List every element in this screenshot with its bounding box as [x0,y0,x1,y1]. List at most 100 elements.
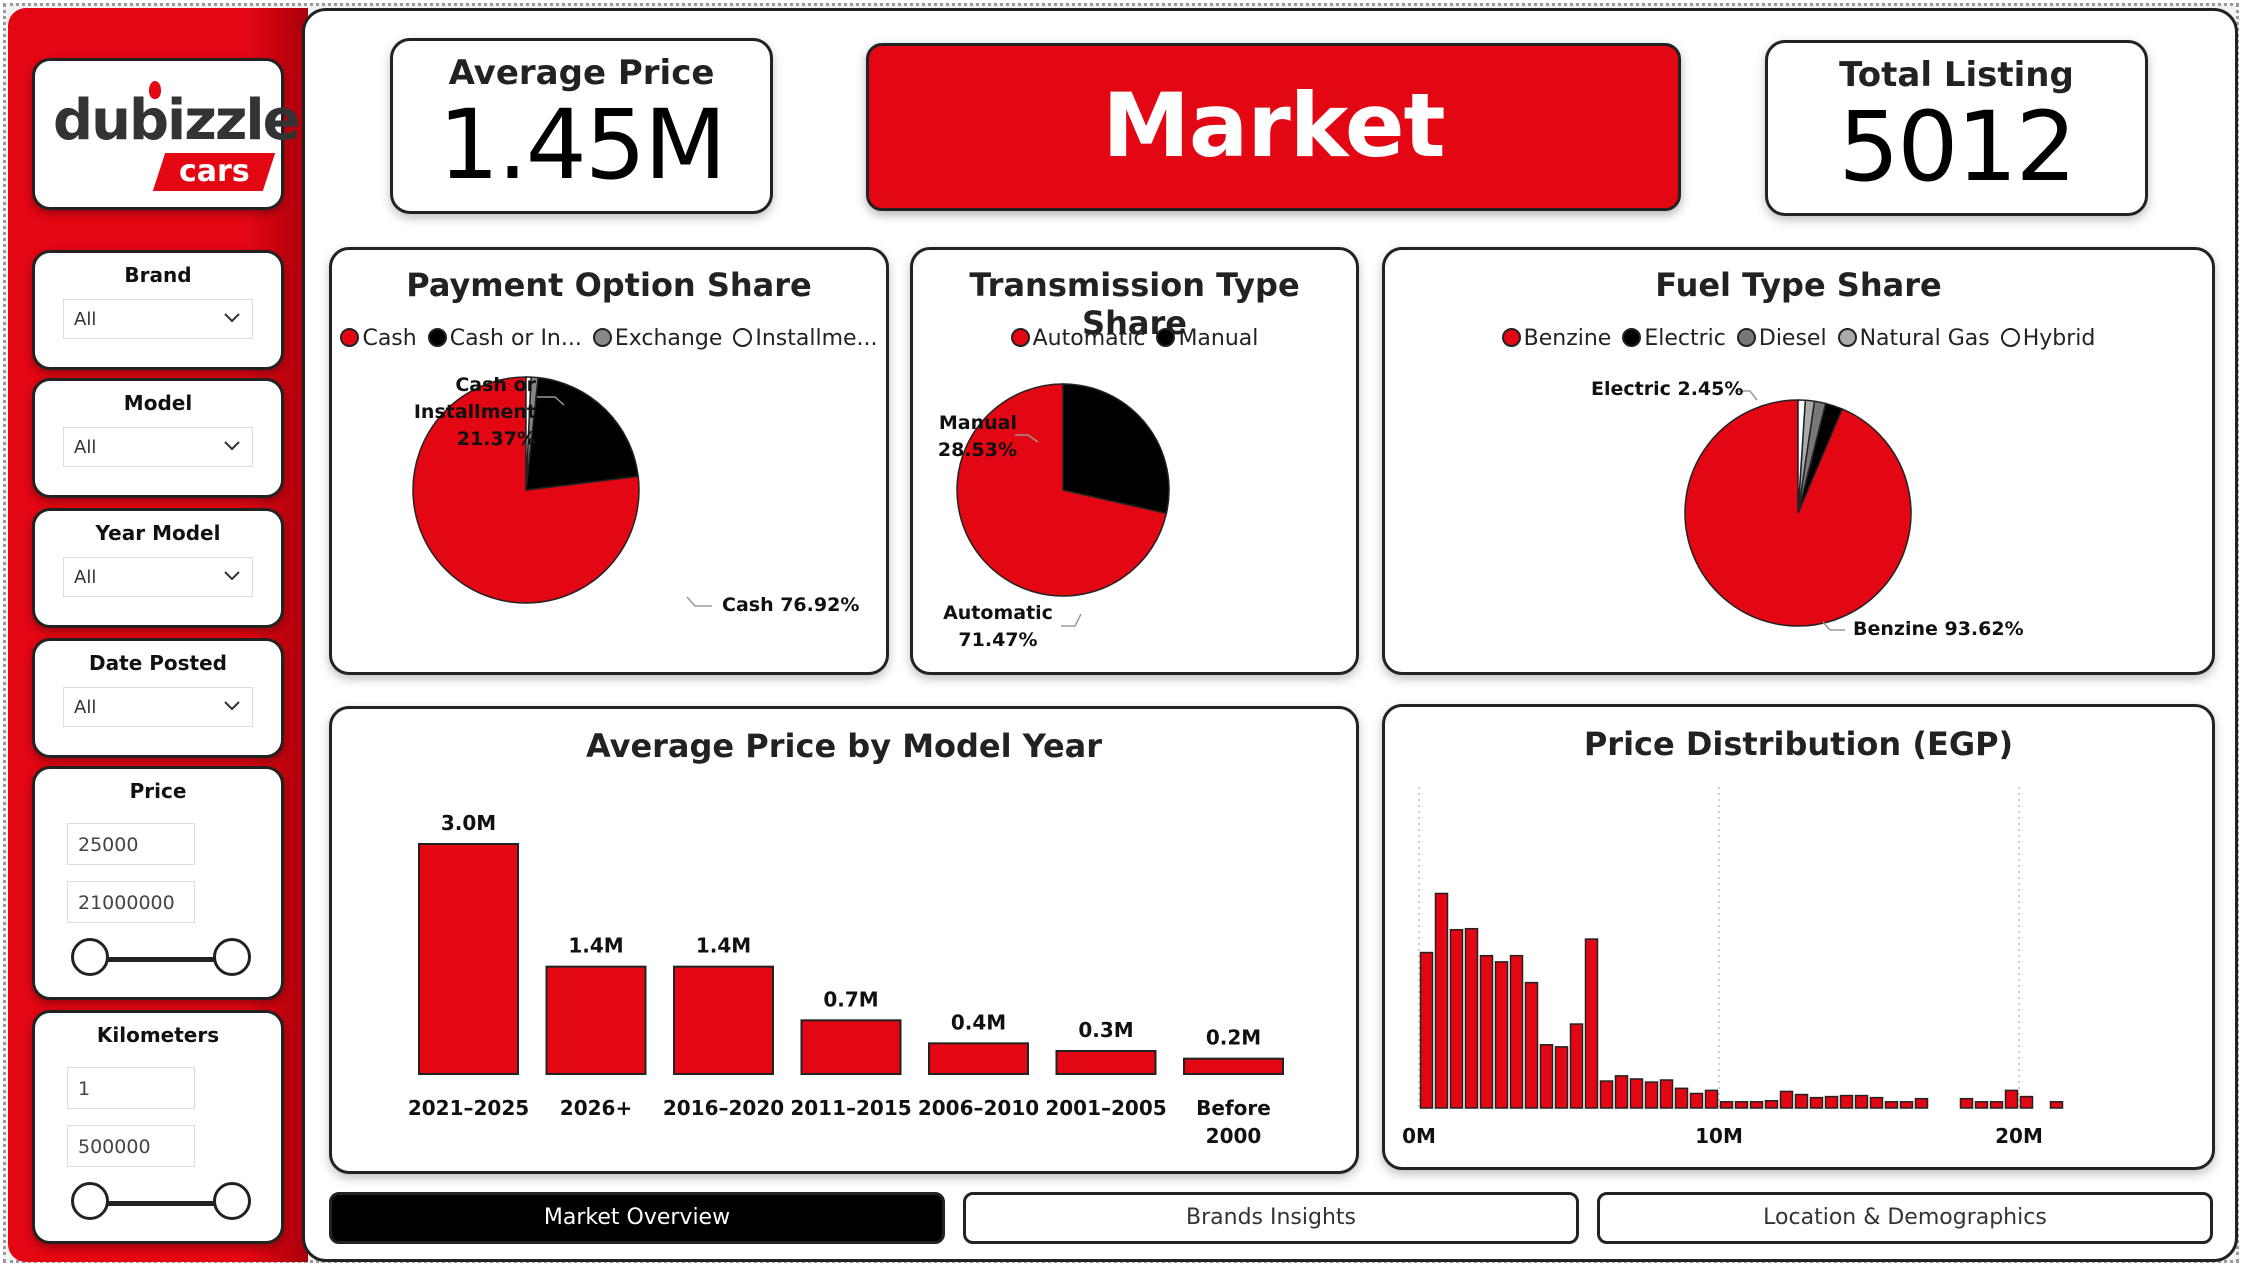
date-posted-dropdown[interactable]: All [63,687,253,727]
pie-slice[interactable] [525,376,532,491]
histogram-bar[interactable] [1509,954,1524,1109]
histogram-bar[interactable] [1494,961,1509,1109]
histogram-bar[interactable] [1434,892,1449,1109]
bar[interactable] [545,965,647,1075]
legend-item[interactable]: Electric [1622,326,1726,351]
histogram-bar[interactable] [1794,1093,1809,1109]
pie-slice[interactable] [1062,383,1170,515]
legend-item[interactable]: Cash [340,326,417,351]
x-tick-label: 2026+ [560,1096,632,1120]
year-model-dropdown[interactable]: All [63,557,253,597]
histogram-bar[interactable] [1689,1092,1704,1109]
slider-min-handle[interactable] [71,938,109,976]
histogram-bar[interactable] [1584,938,1599,1109]
histogram-bar[interactable] [1554,1046,1569,1109]
slider-min-handle[interactable] [71,1182,109,1220]
pie-slice[interactable] [525,376,640,491]
slider-max-handle[interactable] [213,1182,251,1220]
legend-item[interactable]: Exchange [592,326,722,351]
histogram-bar[interactable] [1479,954,1494,1109]
nav-market-overview-button[interactable]: Market Overview [329,1192,945,1244]
histogram-bar[interactable] [1974,1101,1989,1109]
nav-location-demographics-button[interactable]: Location & Demographics [1597,1192,2213,1244]
histogram-bar[interactable] [1734,1101,1749,1109]
nav-brands-insights-button[interactable]: Brands Insights [963,1192,1579,1244]
bar[interactable] [673,965,774,1075]
histogram-bar[interactable] [1539,1044,1554,1109]
price-min-input[interactable]: 25000 [67,823,195,865]
histogram-bar[interactable] [1854,1094,1869,1109]
brand-filter-title: Brand [124,263,192,287]
payment-label-installment: Cash or Installment 21.37% [336,372,536,453]
histogram-bar[interactable] [1914,1097,1929,1109]
legend-item[interactable]: Installme... [733,326,878,351]
histogram-bar[interactable] [1884,1101,1899,1109]
slice-label-name: Cash or Installment [413,374,536,423]
legend-dot [1010,328,1030,347]
histogram-bar[interactable] [1464,927,1479,1109]
legend-item[interactable]: Diesel [1736,326,1827,351]
price-max-input[interactable]: 21000000 [67,881,195,923]
histogram-bar[interactable] [1899,1101,1914,1109]
legend-item[interactable]: Automatic [1010,326,1145,351]
histogram-bar[interactable] [1659,1079,1674,1109]
histogram-bar[interactable] [1644,1081,1659,1109]
legend-item[interactable]: Benzine [1501,326,1611,351]
transmission-legend: Automatic Manual [913,326,1356,351]
histogram-bar[interactable] [2049,1101,2064,1109]
year-model-filter: Year Model All [32,508,284,628]
model-dropdown[interactable]: All [63,427,253,467]
payment-pie-chart[interactable] [332,250,886,672]
fuel-pie-chart[interactable] [1385,250,2212,672]
legend-item[interactable]: Cash or In... [427,326,582,351]
km-min-input[interactable]: 1 [67,1067,195,1109]
legend-dot [427,328,447,347]
brand-dropdown[interactable]: All [63,299,253,339]
histogram-bar[interactable] [2004,1089,2019,1109]
x-tick-label: 0M [1402,1124,1436,1148]
slider-track [91,957,231,962]
bar[interactable] [928,1042,1029,1076]
histogram-bar[interactable] [1779,1090,1794,1109]
x-tick-label: 20M [1995,1124,2043,1148]
histogram-bar[interactable] [1614,1075,1629,1109]
bar[interactable] [1183,1057,1284,1075]
histogram-bar[interactable] [1824,1095,1839,1109]
histogram-bar[interactable] [1749,1101,1764,1109]
bar[interactable] [800,1019,902,1076]
histogram-bar[interactable] [1704,1089,1719,1109]
histogram-bar[interactable] [1989,1101,2004,1109]
legend-item[interactable]: Hybrid [2000,326,2095,351]
histogram-bar[interactable] [1599,1080,1614,1109]
histogram-bar[interactable] [1959,1097,1974,1109]
histogram-bar[interactable] [1674,1087,1689,1109]
km-range-slider[interactable] [71,1181,251,1227]
price-range-slider[interactable] [71,937,251,983]
price-histogram[interactable]: 0M 10M 20M [1385,707,2212,1167]
histogram-bar[interactable] [1629,1078,1644,1109]
histogram-bar[interactable] [1419,951,1434,1109]
pie-slice[interactable] [1797,399,1807,514]
x-tick-label: 2011–2015 [790,1096,911,1120]
histogram-bar[interactable] [1869,1096,1884,1109]
histogram-bar[interactable] [2019,1095,2034,1109]
avg-price-bar-chart[interactable]: 3.0M 2021–2025 1.4M 2026+ 1.4M 2016–2020 0.7M 2… [332,709,1356,1171]
legend-dot [1622,328,1642,347]
histogram-bar[interactable] [1524,981,1539,1109]
histogram-bar[interactable] [1764,1099,1779,1109]
bar[interactable] [418,843,519,1075]
transmission-pie-chart[interactable] [913,250,1356,672]
x-tick-label: 2001–2005 [1045,1096,1166,1120]
histogram-bar[interactable] [1569,1023,1584,1109]
legend-item[interactable]: Manual [1156,326,1258,351]
km-max-input[interactable]: 500000 [67,1125,195,1167]
legend-item[interactable]: Natural Gas [1837,326,1990,351]
fuel-chart-title: Fuel Type Share [1655,266,1942,304]
histogram-bar[interactable] [1449,928,1464,1109]
pie-slice[interactable] [956,383,1168,597]
bar[interactable] [1055,1050,1157,1075]
histogram-bar[interactable] [1809,1096,1824,1109]
slider-max-handle[interactable] [213,938,251,976]
histogram-bar[interactable] [1839,1094,1854,1109]
histogram-bar[interactable] [1719,1101,1734,1109]
